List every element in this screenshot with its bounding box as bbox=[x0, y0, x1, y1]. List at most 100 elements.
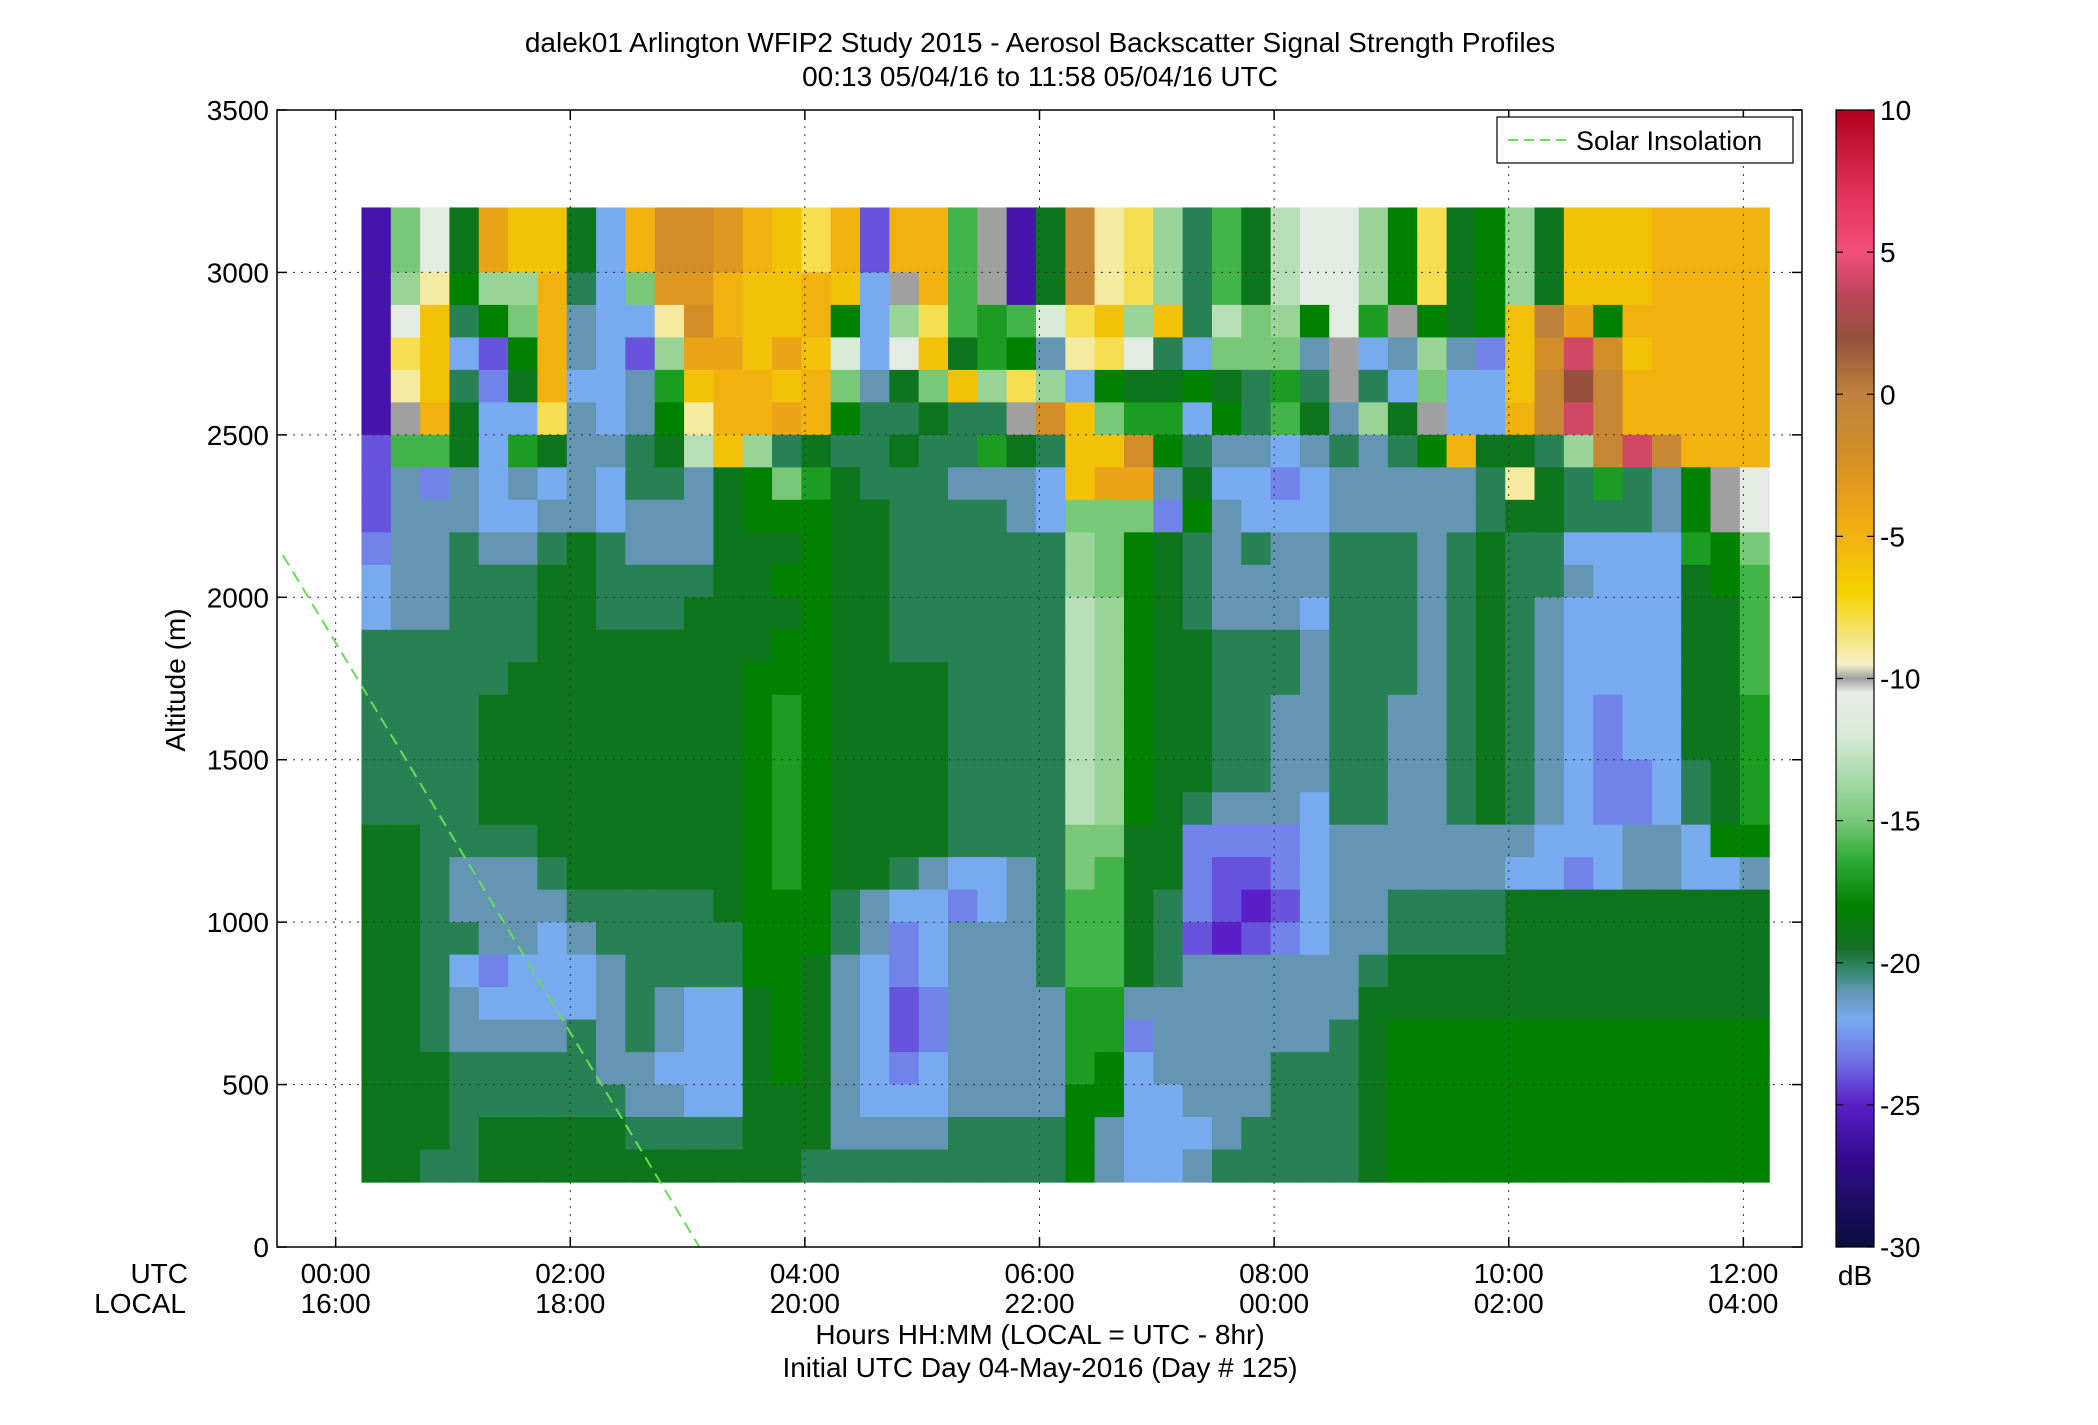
heatmap-cell bbox=[1417, 434, 1448, 468]
heatmap-cell bbox=[1241, 272, 1272, 306]
heatmap-cell bbox=[1534, 1149, 1565, 1183]
heatmap-cell bbox=[654, 564, 685, 598]
heatmap-cell bbox=[1710, 727, 1741, 761]
heatmap-cell bbox=[742, 857, 773, 891]
heatmap-cell bbox=[1622, 1019, 1653, 1053]
heatmap-cell bbox=[1475, 824, 1506, 858]
heatmap-cell bbox=[1182, 1117, 1213, 1151]
heatmap-cell bbox=[1593, 434, 1624, 468]
heatmap-cell bbox=[596, 239, 627, 274]
heatmap-cell bbox=[1446, 629, 1477, 663]
heatmap-cell bbox=[478, 337, 509, 371]
heatmap-cell bbox=[625, 1019, 656, 1053]
heatmap-cell bbox=[1006, 1149, 1037, 1183]
colorbar-tick-label: -20 bbox=[1880, 948, 1920, 979]
heatmap-cell bbox=[1299, 954, 1330, 988]
heatmap-cell bbox=[1505, 1117, 1536, 1151]
heatmap-cell bbox=[1534, 662, 1565, 696]
heatmap-cell bbox=[1563, 1117, 1594, 1151]
heatmap-cell bbox=[1299, 694, 1330, 728]
heatmap-cell bbox=[361, 662, 392, 696]
heatmap-cell bbox=[1475, 272, 1506, 306]
heatmap-cell bbox=[390, 337, 421, 371]
heatmap-cell bbox=[537, 369, 568, 403]
heatmap-cell bbox=[772, 694, 802, 728]
heatmap-cell bbox=[860, 1117, 890, 1151]
heatmap-cell bbox=[860, 857, 890, 891]
heatmap-cell bbox=[1387, 304, 1418, 338]
heatmap-cell bbox=[1534, 824, 1565, 858]
heatmap-cell bbox=[801, 402, 832, 436]
heatmap-cell bbox=[1505, 824, 1536, 858]
heatmap-cell bbox=[1358, 824, 1389, 858]
heatmap-cell bbox=[742, 207, 773, 241]
heatmap-cell bbox=[1182, 1052, 1213, 1086]
heatmap-cell bbox=[1123, 1052, 1154, 1086]
heatmap-cell bbox=[1153, 434, 1184, 468]
heatmap-cell bbox=[1651, 1052, 1682, 1086]
heatmap-cell bbox=[654, 467, 685, 501]
heatmap-cell bbox=[772, 564, 802, 598]
heatmap-cell bbox=[1211, 467, 1242, 501]
heatmap-cell bbox=[948, 597, 978, 631]
heatmap-cell bbox=[1241, 467, 1272, 501]
heatmap-cell bbox=[830, 759, 861, 793]
heatmap-cell bbox=[1065, 889, 1096, 923]
heatmap-cell bbox=[977, 597, 1008, 631]
heatmap-cell bbox=[1329, 857, 1360, 891]
heatmap-cell bbox=[1563, 272, 1594, 306]
heatmap-cell bbox=[1446, 1052, 1477, 1086]
heatmap-cell bbox=[918, 1117, 949, 1151]
heatmap-cell bbox=[713, 337, 744, 371]
heatmap-cell bbox=[1651, 1019, 1682, 1053]
heatmap-cell bbox=[478, 1117, 509, 1151]
heatmap-cell bbox=[1123, 857, 1154, 891]
heatmap-cell bbox=[860, 369, 890, 403]
heatmap-cell bbox=[860, 272, 890, 306]
heatmap-cell bbox=[684, 857, 714, 891]
heatmap-cell bbox=[625, 239, 656, 274]
heatmap-cell bbox=[1153, 857, 1184, 891]
heatmap-cell bbox=[1622, 662, 1653, 696]
heatmap-cell bbox=[508, 272, 539, 306]
heatmap-cell bbox=[1505, 1084, 1536, 1118]
heatmap-cell bbox=[566, 727, 597, 761]
heatmap-cell bbox=[1681, 889, 1712, 923]
heatmap-cell bbox=[420, 304, 451, 338]
heatmap-cell bbox=[420, 629, 451, 663]
heatmap-cell bbox=[1329, 1052, 1360, 1086]
heatmap-cell bbox=[1006, 402, 1037, 436]
heatmap-cell bbox=[772, 239, 802, 274]
heatmap-cell bbox=[420, 434, 451, 468]
heatmap-cell bbox=[1387, 337, 1418, 371]
heatmap-cell bbox=[449, 954, 480, 988]
heatmap-cell bbox=[449, 1117, 480, 1151]
heatmap-cell bbox=[1065, 954, 1096, 988]
heatmap-cell bbox=[713, 564, 744, 598]
x-tick-label-local: 04:00 bbox=[1708, 1288, 1778, 1319]
heatmap-cell bbox=[1299, 987, 1330, 1021]
heatmap-cell bbox=[1446, 1149, 1477, 1183]
heatmap-cell bbox=[1505, 857, 1536, 891]
heatmap-cell bbox=[1035, 207, 1066, 241]
heatmap-cell bbox=[1563, 1019, 1594, 1053]
heatmap-cell bbox=[1446, 207, 1477, 241]
heatmap-cell bbox=[860, 824, 890, 858]
heatmap-cell bbox=[1710, 759, 1741, 793]
heatmap-cell bbox=[361, 272, 392, 306]
heatmap-cell bbox=[830, 434, 861, 468]
heatmap-cell bbox=[654, 532, 685, 566]
heatmap-cell bbox=[1123, 1149, 1154, 1183]
heatmap-cell bbox=[1710, 792, 1741, 826]
heatmap-cell bbox=[508, 304, 539, 338]
heatmap-cell bbox=[1681, 662, 1712, 696]
colorbar-tick-label: 0 bbox=[1880, 379, 1896, 410]
heatmap-cell bbox=[1358, 467, 1389, 501]
heatmap-cell bbox=[1534, 564, 1565, 598]
heatmap-cell bbox=[1329, 304, 1360, 338]
heatmap-cell bbox=[1329, 1117, 1360, 1151]
heatmap-cell bbox=[1681, 792, 1712, 826]
heatmap-cell bbox=[801, 1019, 832, 1053]
heatmap-cell bbox=[1153, 532, 1184, 566]
